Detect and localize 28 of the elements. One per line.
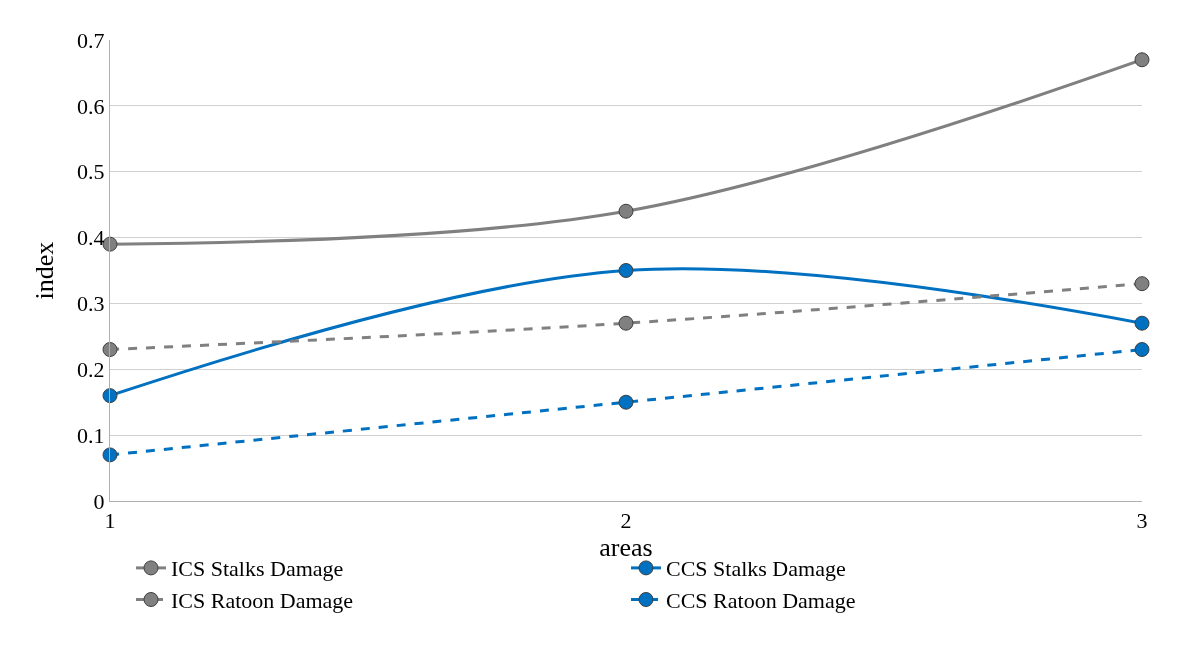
point bbox=[102, 447, 118, 463]
x-tick-label: 3 bbox=[1136, 508, 1148, 534]
legend-label: ICS Stalks Damage bbox=[171, 556, 344, 582]
point bbox=[1134, 276, 1150, 292]
legend-label: CCS Ratoon Damage bbox=[666, 588, 856, 614]
legend-label: CCS Stalks Damage bbox=[666, 556, 846, 582]
legend-label: ICS Ratoon Damage bbox=[171, 588, 354, 614]
point bbox=[1134, 315, 1150, 331]
y-tick-label: 0.3 bbox=[77, 291, 105, 317]
point bbox=[618, 203, 634, 219]
y-tick-label: 0.1 bbox=[77, 422, 105, 448]
y-tick-label: 0.5 bbox=[77, 159, 105, 185]
x-axis-title: areas bbox=[599, 533, 653, 563]
point bbox=[102, 342, 118, 358]
y-tick-label: 0.7 bbox=[77, 27, 105, 53]
point bbox=[618, 315, 634, 331]
x-tick-label: 2 bbox=[620, 508, 632, 534]
point bbox=[618, 263, 634, 278]
y-tick-label: 0 bbox=[93, 488, 105, 514]
y-tick-label: 0.6 bbox=[77, 93, 105, 119]
y-tick-label: 0.4 bbox=[77, 225, 105, 251]
x-tick-label: 1 bbox=[104, 508, 116, 534]
point bbox=[618, 394, 634, 410]
point bbox=[1134, 52, 1150, 68]
y-axis-title: index bbox=[30, 241, 60, 300]
point bbox=[102, 388, 118, 404]
y-tick-label: 0.2 bbox=[77, 356, 105, 382]
point bbox=[1134, 342, 1150, 358]
